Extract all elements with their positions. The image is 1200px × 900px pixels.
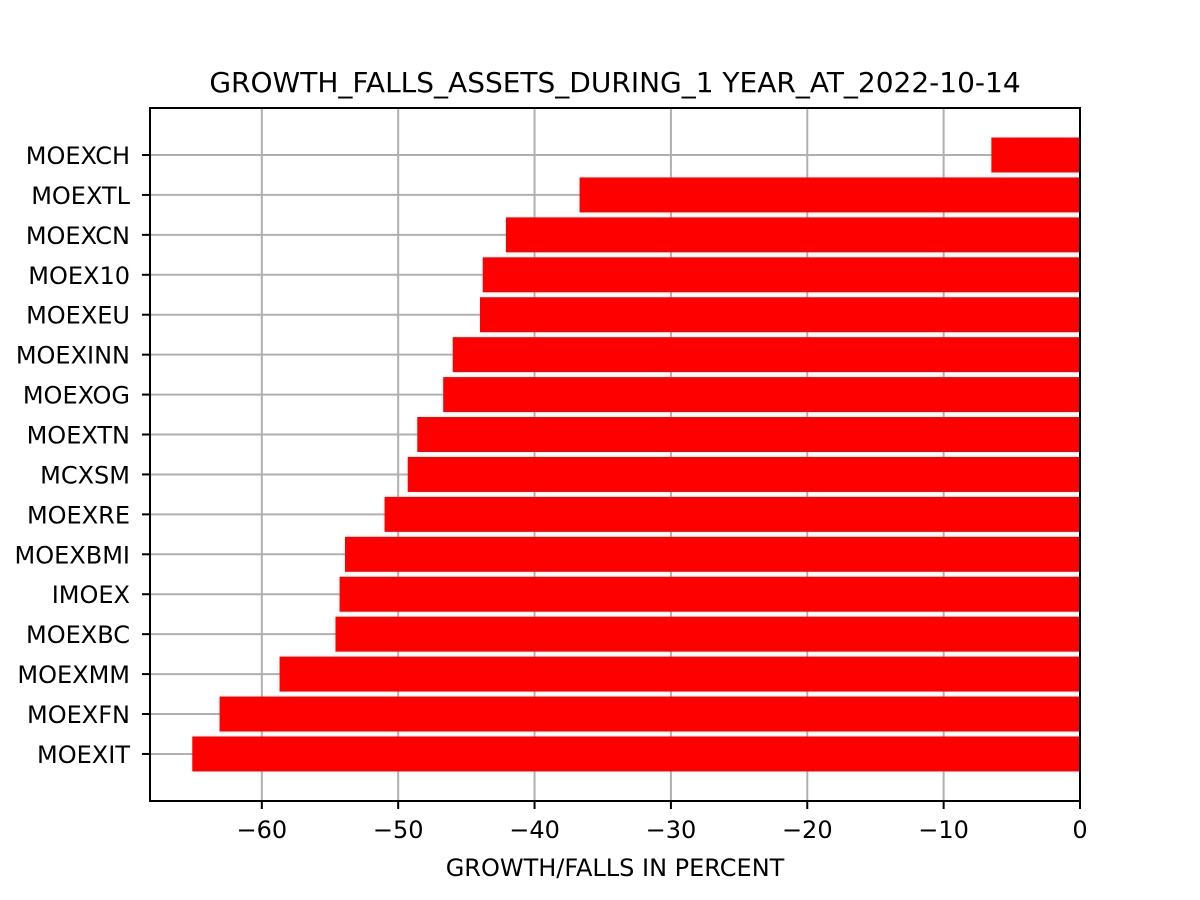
bar-moexbmi xyxy=(345,536,1080,572)
y-tick-label: MCXSM xyxy=(40,461,130,489)
x-tick-label: 0 xyxy=(1072,816,1087,844)
x-tick-label: −20 xyxy=(782,816,833,844)
y-tick-label: MOEXRE xyxy=(27,501,130,529)
y-tick-label: MOEXFN xyxy=(27,701,130,729)
x-axis-ticks: −60 −50 −40 −30 −20 −10 0 xyxy=(236,801,1088,844)
bar-moexfn xyxy=(219,696,1080,732)
y-axis-ticks: MOEXCH MOEXTL MOEXCN MOEX10 MOEXEU MOEXINN MOE… xyxy=(15,142,150,769)
y-tick-label: MOEXMM xyxy=(17,661,130,689)
y-tick-label: MOEXIT xyxy=(37,741,130,769)
bar-imoex xyxy=(339,576,1081,612)
bar-moexcn xyxy=(505,217,1081,253)
x-tick-label: −60 xyxy=(236,816,287,844)
x-tick-label: −30 xyxy=(646,816,697,844)
y-tick-label: MOEXBC xyxy=(26,621,130,649)
bar-moexre xyxy=(384,496,1081,532)
bar-mcxsm xyxy=(407,456,1080,492)
x-axis-label: GROWTH/FALLS IN PERCENT xyxy=(446,854,785,882)
chart-title: GROWTH_FALLS_ASSETS_DURING_1 YEAR_AT_202… xyxy=(209,66,1020,99)
bar-moexch xyxy=(991,137,1080,173)
y-tick-label: IMOEX xyxy=(52,581,130,609)
y-tick-label: MOEXBMI xyxy=(15,541,130,569)
bar-moexbc xyxy=(335,616,1080,652)
y-tick-label: MOEXTN xyxy=(27,422,130,450)
bar-moexmm xyxy=(279,656,1081,692)
bar-moexeu xyxy=(480,297,1080,333)
y-tick-label: MOEXOG xyxy=(23,382,130,410)
y-tick-label: MOEXCH xyxy=(26,142,130,170)
y-tick-label: MOEXTL xyxy=(31,182,130,210)
y-tick-label: MOEXINN xyxy=(16,342,130,370)
y-tick-label: MOEXCN xyxy=(26,222,130,250)
x-tick-label: −10 xyxy=(918,816,969,844)
bar-moexog xyxy=(443,377,1080,413)
y-tick-label: MOEXEU xyxy=(26,302,130,330)
plot-frame xyxy=(149,107,1081,802)
bar-moextn xyxy=(417,417,1081,453)
y-tick-label: MOEX10 xyxy=(28,262,130,290)
bar-moexit xyxy=(192,736,1081,772)
x-tick-label: −50 xyxy=(373,816,424,844)
bar-moex10 xyxy=(482,257,1080,293)
bar-moextl xyxy=(579,177,1080,213)
bar-moexinn xyxy=(452,337,1080,373)
bars xyxy=(192,137,1081,772)
x-tick-label: −40 xyxy=(509,816,560,844)
